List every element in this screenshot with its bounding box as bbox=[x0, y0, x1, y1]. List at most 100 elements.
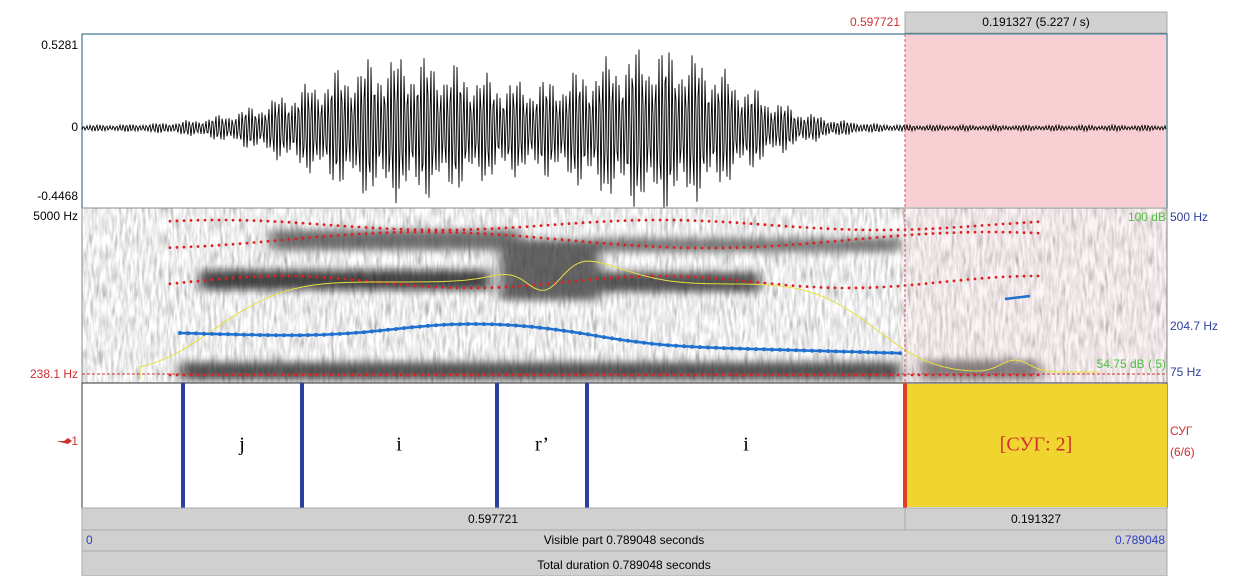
interval-label[interactable]: i bbox=[743, 434, 749, 456]
formant-dot bbox=[876, 236, 879, 239]
formant-dot bbox=[890, 374, 893, 377]
formant-dot bbox=[715, 374, 718, 377]
pitch-min: 75 Hz bbox=[1170, 365, 1201, 379]
formant-dot bbox=[575, 374, 578, 377]
formant-dot bbox=[169, 282, 172, 285]
formant-dot bbox=[680, 374, 683, 377]
formant-dot bbox=[736, 221, 739, 224]
pitch-point bbox=[530, 325, 534, 329]
formant-dot bbox=[1016, 231, 1019, 234]
formant-dot bbox=[526, 284, 529, 287]
pitch-point bbox=[890, 351, 894, 355]
pitch-point bbox=[746, 347, 750, 351]
formant-dot bbox=[393, 282, 396, 285]
formant-dot bbox=[351, 233, 354, 236]
formant-dot bbox=[1023, 221, 1026, 224]
formant-dot bbox=[939, 232, 942, 235]
formant-dot bbox=[309, 236, 312, 239]
formant-dot bbox=[407, 231, 410, 234]
formant-dot bbox=[281, 275, 284, 278]
cursor-time: 0.597721 bbox=[850, 15, 900, 29]
formant-dot bbox=[176, 246, 179, 249]
formant-dot bbox=[183, 246, 186, 249]
formant-dot bbox=[295, 237, 298, 240]
spectrogram[interactable] bbox=[82, 208, 1167, 383]
pitch-value: 204.7 Hz bbox=[1170, 319, 1218, 333]
pitch-point bbox=[538, 326, 542, 330]
pitch-point bbox=[354, 331, 358, 335]
formant-dot bbox=[813, 286, 816, 289]
total-duration: Total duration 0.789048 seconds bbox=[537, 558, 710, 572]
formant-dot bbox=[995, 223, 998, 226]
interval-label[interactable]: i bbox=[396, 434, 402, 456]
formant-dot bbox=[813, 242, 816, 245]
formant-dot bbox=[792, 284, 795, 287]
selection-highlight bbox=[905, 35, 1166, 207]
formant-dot bbox=[666, 219, 669, 222]
interval-label[interactable]: r’ bbox=[535, 434, 549, 456]
formant-dot bbox=[897, 285, 900, 288]
formant-dot bbox=[708, 220, 711, 223]
formant-dot bbox=[638, 275, 641, 278]
formant-dot bbox=[204, 219, 207, 222]
formant-dot bbox=[393, 231, 396, 234]
formant-dot bbox=[337, 224, 340, 227]
pitch-point bbox=[634, 340, 638, 344]
formant-dot bbox=[946, 232, 949, 235]
pitch-point bbox=[314, 333, 318, 337]
formant-dot bbox=[603, 220, 606, 223]
formant-dot bbox=[799, 285, 802, 288]
formant-dot bbox=[400, 374, 403, 377]
visible-end: 0.789048 bbox=[1115, 533, 1165, 547]
formant-dot bbox=[470, 232, 473, 235]
formant-dot bbox=[232, 243, 235, 246]
formant-dot bbox=[218, 278, 221, 281]
formant-dot bbox=[834, 228, 837, 231]
formant-dot bbox=[169, 246, 172, 249]
interval-label[interactable]: j bbox=[238, 434, 245, 456]
formant-dot bbox=[239, 242, 242, 245]
formant-dot bbox=[1016, 275, 1019, 278]
formant-dot bbox=[1030, 231, 1033, 234]
formant-dot bbox=[652, 245, 655, 248]
formant-dot bbox=[603, 242, 606, 245]
pitch-point bbox=[234, 333, 238, 337]
formant-dot bbox=[225, 219, 228, 222]
formant-dot bbox=[974, 231, 977, 234]
formant-dot bbox=[379, 227, 382, 230]
formant-dot bbox=[673, 219, 676, 222]
formant-dot bbox=[652, 219, 655, 222]
interval-label[interactable]: [СУГ: 2] bbox=[1000, 434, 1073, 456]
formant-dot bbox=[932, 227, 935, 230]
formant-dot bbox=[918, 228, 921, 231]
formant-dot bbox=[358, 279, 361, 282]
formant-dot bbox=[197, 219, 200, 222]
pitch-point bbox=[554, 328, 558, 332]
formant-dot bbox=[470, 228, 473, 231]
formant-dot bbox=[512, 285, 515, 288]
formant-dot bbox=[561, 223, 564, 226]
pitch-point bbox=[770, 348, 774, 352]
formant-dot bbox=[358, 233, 361, 236]
pitch-point bbox=[498, 323, 502, 327]
tier-number[interactable]: 1 bbox=[71, 434, 78, 448]
formant-dot bbox=[750, 374, 753, 377]
formant-dot bbox=[218, 244, 221, 247]
formant-dot bbox=[750, 222, 753, 225]
formant-dot bbox=[687, 246, 690, 249]
formant-dot bbox=[1030, 275, 1033, 278]
formant-dot bbox=[953, 226, 956, 229]
formant-dot bbox=[666, 275, 669, 278]
formant-dot bbox=[820, 241, 823, 244]
formant-dot bbox=[267, 240, 270, 243]
formant-dot bbox=[337, 234, 340, 237]
formant-dot bbox=[946, 227, 949, 230]
formant-dot bbox=[911, 284, 914, 287]
formant-dot bbox=[295, 374, 298, 377]
formant-dot bbox=[890, 285, 893, 288]
formant-dot bbox=[190, 245, 193, 248]
pitch-point bbox=[722, 346, 726, 350]
formant-dot bbox=[715, 247, 718, 250]
visible-start: 0 bbox=[86, 533, 93, 547]
pitch-point bbox=[562, 329, 566, 333]
